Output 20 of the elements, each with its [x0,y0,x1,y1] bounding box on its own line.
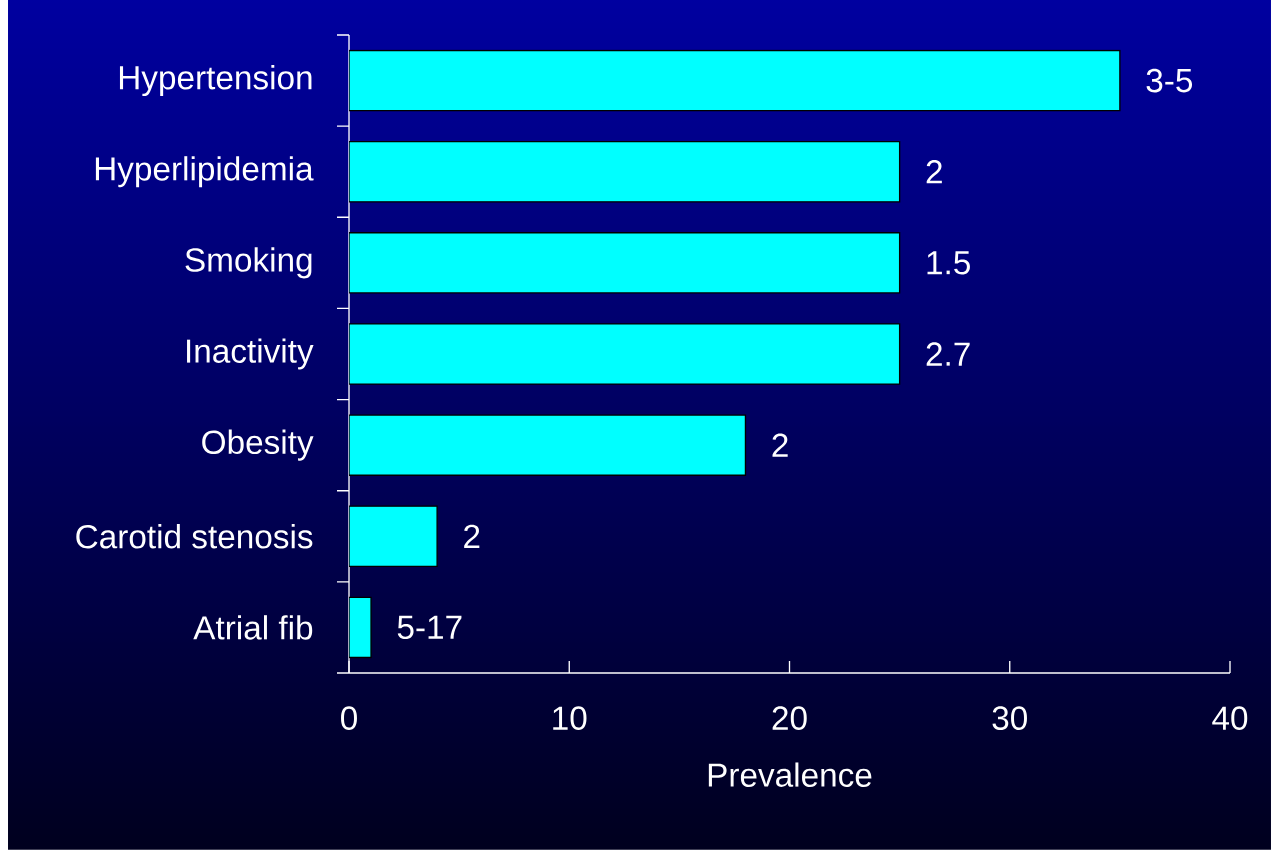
y-tick-label: Carotid stenosis [76,524,313,549]
annotation: 5-17 [397,615,462,640]
y-tick-label: Smoking [185,247,312,279]
annotation: 3-5 [1146,68,1193,93]
x-tick-label: 30 [992,706,1027,730]
x-tick-label: 20 [772,706,807,730]
x-tick-label: 10 [553,706,587,730]
y-tick-label: Hyperlipidemia [95,156,314,188]
annotation: 2 [926,160,942,184]
y-tick-label: Inactivity [187,338,314,370]
x-axis-title: Prevalence [708,762,872,787]
x-tick-label: 40 [1212,706,1248,730]
annotation: 1.5 [927,251,970,275]
y-tick-label: Obesity [202,429,314,461]
x-tick-label: 0 [341,706,357,730]
annotation: 2 [464,524,480,548]
y-tick-label: Atrial fib [193,615,313,640]
y-tick-label: Hypertension [119,65,312,97]
annotation: 2.7 [926,342,970,366]
annotation: 2 [772,433,788,457]
